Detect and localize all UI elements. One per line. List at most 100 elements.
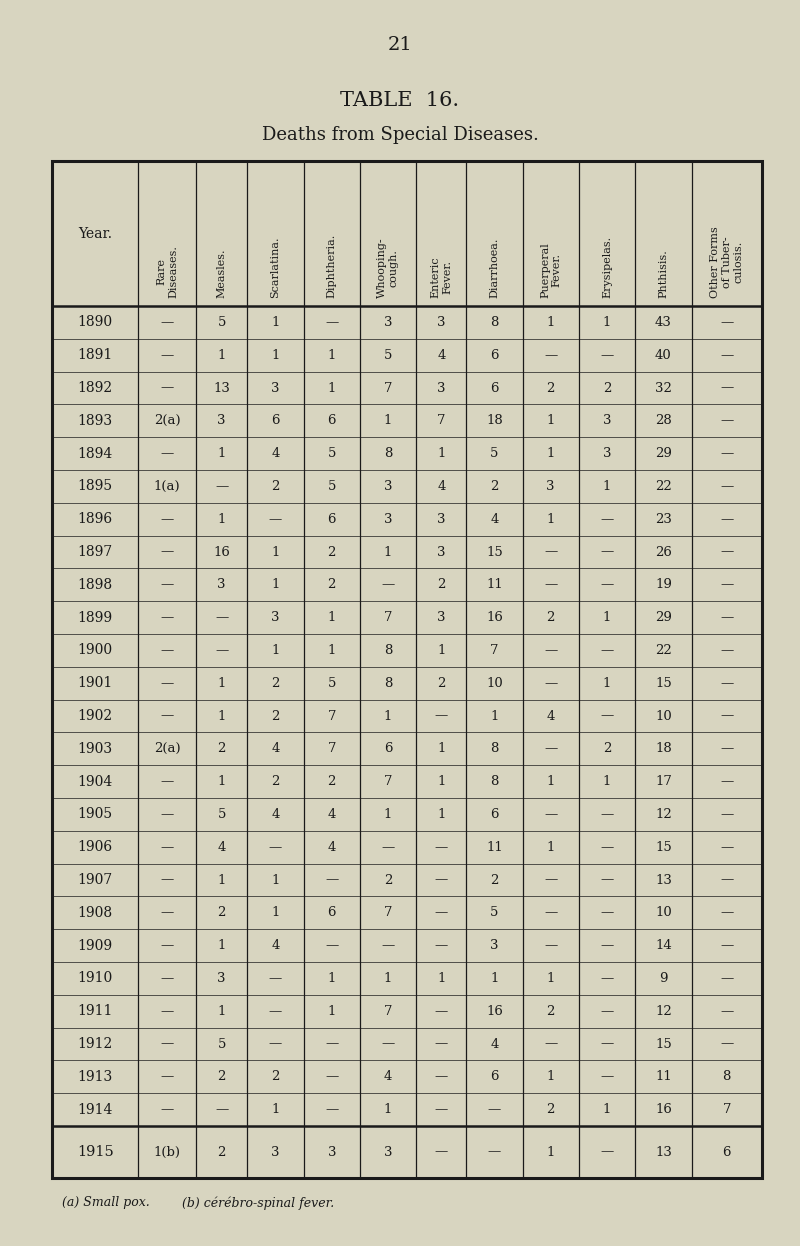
Text: —: — — [434, 1004, 448, 1018]
Text: 16: 16 — [486, 1004, 503, 1018]
Text: —: — — [325, 939, 338, 952]
Text: 1: 1 — [271, 906, 280, 920]
Text: 1904: 1904 — [78, 775, 113, 789]
Text: —: — — [434, 1103, 448, 1116]
Text: 1903: 1903 — [78, 741, 113, 756]
Text: 8: 8 — [384, 677, 392, 690]
Text: 2: 2 — [327, 546, 336, 558]
Text: —: — — [269, 512, 282, 526]
Text: 1: 1 — [546, 972, 555, 984]
Text: —: — — [161, 972, 174, 984]
Text: 1: 1 — [327, 611, 336, 624]
Text: 13: 13 — [214, 381, 230, 395]
Text: 6: 6 — [722, 1145, 731, 1159]
Text: —: — — [161, 1103, 174, 1116]
Text: 6: 6 — [490, 807, 498, 821]
Text: —: — — [720, 415, 734, 427]
Text: 2: 2 — [384, 873, 392, 886]
Text: 5: 5 — [218, 1038, 226, 1050]
Text: 3: 3 — [437, 546, 446, 558]
Text: 7: 7 — [384, 381, 392, 395]
Text: —: — — [161, 906, 174, 920]
Text: —: — — [488, 1145, 501, 1159]
Text: 1: 1 — [437, 775, 446, 789]
Text: —: — — [720, 644, 734, 657]
Text: —: — — [601, 841, 614, 854]
Text: 17: 17 — [655, 775, 672, 789]
Text: 2: 2 — [437, 578, 446, 592]
Text: 10: 10 — [655, 906, 672, 920]
Text: —: — — [720, 873, 734, 886]
Text: 6: 6 — [327, 906, 336, 920]
Text: 1: 1 — [546, 512, 555, 526]
Text: Puerperal
Fever.: Puerperal Fever. — [540, 242, 562, 298]
Text: 1: 1 — [218, 447, 226, 460]
Text: 10: 10 — [655, 709, 672, 723]
Text: —: — — [720, 611, 734, 624]
Text: 2: 2 — [603, 381, 611, 395]
Text: —: — — [269, 1038, 282, 1050]
Text: —: — — [601, 939, 614, 952]
Text: 2: 2 — [218, 743, 226, 755]
Text: —: — — [161, 578, 174, 592]
Text: —: — — [269, 1004, 282, 1018]
Text: 32: 32 — [655, 381, 672, 395]
Text: —: — — [601, 578, 614, 592]
Text: 1: 1 — [218, 677, 226, 690]
Text: 1: 1 — [603, 775, 611, 789]
Text: 1905: 1905 — [78, 807, 113, 821]
Text: —: — — [601, 807, 614, 821]
Text: 1(a): 1(a) — [154, 480, 181, 493]
Text: 1892: 1892 — [78, 381, 113, 395]
Text: 23: 23 — [655, 512, 672, 526]
Text: (a) Small pox.: (a) Small pox. — [62, 1196, 150, 1209]
Text: —: — — [161, 1070, 174, 1083]
Text: 3: 3 — [437, 316, 446, 329]
Text: —: — — [601, 709, 614, 723]
Text: 2: 2 — [327, 775, 336, 789]
Text: 15: 15 — [655, 841, 672, 854]
Text: —: — — [161, 316, 174, 329]
Text: —: — — [161, 841, 174, 854]
Text: —: — — [544, 807, 558, 821]
Text: 3: 3 — [546, 480, 555, 493]
Text: 3: 3 — [384, 512, 392, 526]
Text: 7: 7 — [384, 611, 392, 624]
Text: —: — — [720, 349, 734, 361]
Text: 1: 1 — [546, 415, 555, 427]
Text: 2: 2 — [490, 480, 498, 493]
Text: 1: 1 — [271, 873, 280, 886]
Text: 43: 43 — [655, 316, 672, 329]
Text: 1894: 1894 — [78, 446, 113, 461]
Text: 15: 15 — [486, 546, 502, 558]
Text: —: — — [325, 873, 338, 886]
Text: —: — — [544, 1038, 558, 1050]
Text: —: — — [720, 939, 734, 952]
Text: 2: 2 — [271, 480, 280, 493]
Text: —: — — [325, 1070, 338, 1083]
Text: —: — — [601, 1070, 614, 1083]
Text: 7: 7 — [490, 644, 498, 657]
Text: 11: 11 — [486, 841, 502, 854]
Text: —: — — [161, 807, 174, 821]
Text: 2: 2 — [218, 906, 226, 920]
Text: 3: 3 — [384, 316, 392, 329]
Text: 1890: 1890 — [78, 315, 113, 329]
Text: Erysipelas.: Erysipelas. — [602, 235, 612, 298]
Text: 1899: 1899 — [78, 611, 113, 624]
Text: —: — — [601, 349, 614, 361]
Text: 1: 1 — [546, 841, 555, 854]
Text: 6: 6 — [490, 381, 498, 395]
Text: 1895: 1895 — [78, 480, 113, 493]
Text: 13: 13 — [655, 873, 672, 886]
Text: 1: 1 — [271, 644, 280, 657]
Text: 19: 19 — [655, 578, 672, 592]
Text: 7: 7 — [327, 743, 336, 755]
Text: —: — — [601, 906, 614, 920]
Text: —: — — [325, 1103, 338, 1116]
Text: —: — — [161, 873, 174, 886]
Text: 1: 1 — [490, 709, 498, 723]
Text: —: — — [720, 316, 734, 329]
Text: —: — — [215, 611, 228, 624]
Text: 2: 2 — [603, 743, 611, 755]
